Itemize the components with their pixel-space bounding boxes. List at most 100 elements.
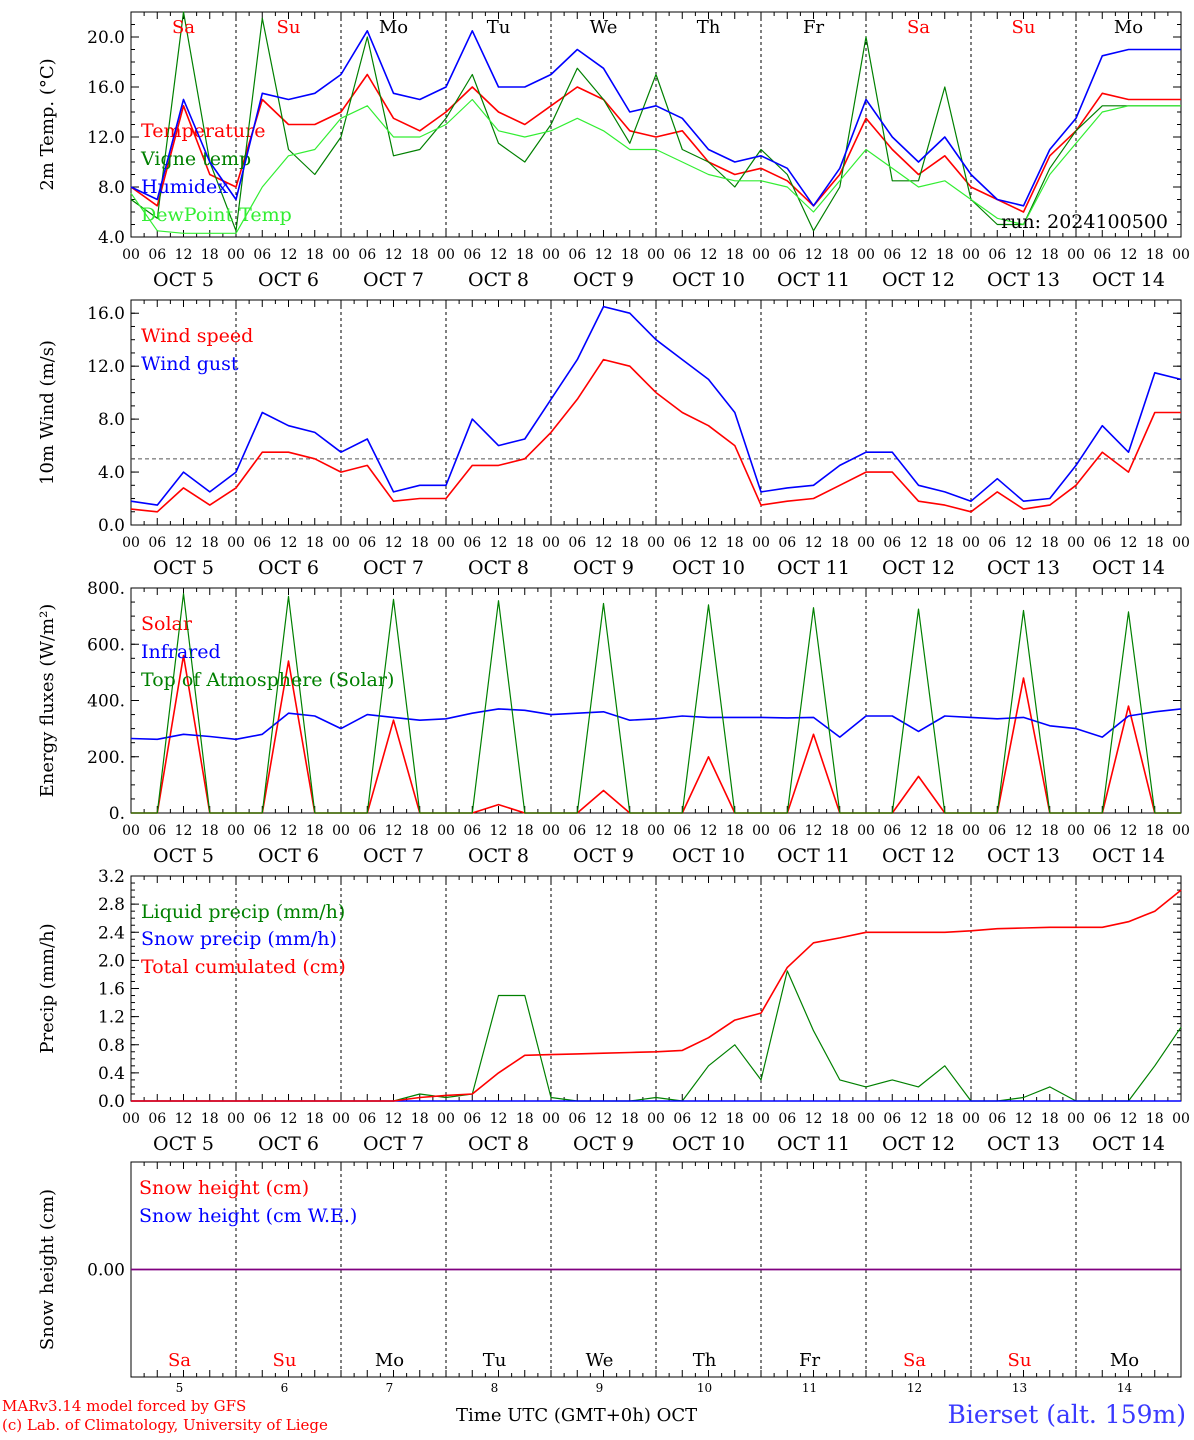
day-name: Sa (903, 1350, 926, 1371)
hour-label: 00 (647, 247, 665, 263)
y-axis-label: 10m Wind (m/s) (37, 340, 58, 485)
series-line-4 (130, 98, 1181, 234)
credit-line-lab: (c) Lab. of Climatology, University of L… (2, 1416, 328, 1434)
hour-label: 18 (936, 1111, 954, 1127)
x-axis-title: Time UTC (GMT+0h) OCT (456, 1405, 698, 1426)
y-tick-label: 16.0 (87, 304, 125, 324)
hour-label: 12 (1015, 1111, 1033, 1127)
run-annotation: run: 2024100500 (1001, 211, 1168, 233)
hour-label: 12 (490, 535, 508, 551)
hour-label: 00 (752, 247, 770, 263)
hour-label: 12 (805, 823, 823, 839)
day-number: 10 (697, 1381, 712, 1395)
hour-label: 12 (1120, 823, 1138, 839)
hour-label: 18 (306, 823, 324, 839)
series-line-2 (130, 305, 1182, 506)
date-label: OCT 14 (1092, 1133, 1165, 1155)
hour-label: 06 (673, 535, 691, 551)
meteogram-svg: 4.0 8.0 12.0 16.0 20.0 2m Temp. (°C) Temperatu… (37, 11, 1190, 1395)
hour-label: 00 (332, 535, 350, 551)
y-axis-label: Snow height (cm) (37, 1189, 58, 1350)
station-name: Bierset (alt. 159m) (947, 1400, 1186, 1429)
hour-label: 00 (542, 1111, 560, 1127)
day-name: Th (697, 17, 721, 38)
hour-label: 06 (883, 535, 901, 551)
date-label: OCT 7 (363, 269, 424, 291)
hour-label: 12 (385, 1111, 403, 1127)
hour-label: 06 (358, 823, 376, 839)
hour-label: 12 (1120, 1111, 1138, 1127)
hour-label: 00 (647, 535, 665, 551)
series-line-2 (130, 11, 1181, 232)
y-tick-label: 8.0 (98, 178, 125, 198)
hour-label: 00 (1172, 535, 1190, 551)
hour-label: 12 (280, 823, 298, 839)
hour-label: 00 (857, 1111, 875, 1127)
hour-label: 12 (595, 823, 613, 839)
hour-label: 06 (673, 823, 691, 839)
hour-label: 06 (253, 1111, 271, 1127)
hour-label: 00 (647, 1111, 665, 1127)
panel-5: 0.00 Snow height (cm) Snow height (cm) Snow… (37, 1161, 1182, 1395)
hour-label: 18 (936, 247, 954, 263)
hour-label: 12 (805, 535, 823, 551)
y-tick-label: 4.0 (98, 228, 125, 248)
series-line-3 (131, 592, 1181, 814)
hour-label: 00 (962, 823, 980, 839)
hour-label: 00 (437, 247, 455, 263)
hour-label: 06 (883, 1111, 901, 1127)
y-tick-label: 1.6 (98, 980, 125, 1000)
y-tick-label: 12.0 (87, 357, 125, 377)
hour-label: 00 (227, 535, 245, 551)
legend-entry: DewPoint Temp (141, 204, 292, 226)
day-name: Fr (799, 1350, 820, 1371)
hour-label: 18 (306, 247, 324, 263)
hour-label: 12 (910, 247, 928, 263)
hour-label: 12 (910, 823, 928, 839)
hour-label: 06 (673, 247, 691, 263)
panel-4: 0.0 0.4 0.8 1.2 1.6 2.0 2.4 2.8 3.2 Precip (mm/h)… (37, 867, 1190, 1155)
hour-label: 06 (148, 247, 166, 263)
day-name: Su (1008, 1350, 1032, 1371)
hour-label: 06 (778, 535, 796, 551)
hour-label: 18 (411, 247, 429, 263)
date-label: OCT 7 (363, 845, 424, 867)
day-name: Sa (907, 17, 930, 38)
hour-label: 06 (988, 1111, 1006, 1127)
hour-label: 18 (411, 823, 429, 839)
date-label: OCT 13 (987, 845, 1060, 867)
y-axis-label: Energy fluxes (W/m²) (37, 604, 58, 798)
hour-label: 12 (280, 1111, 298, 1127)
date-label: OCT 13 (987, 269, 1060, 291)
hour-label: 00 (227, 247, 245, 263)
legend-entry: Wind speed (141, 325, 253, 347)
hour-label: 18 (1041, 247, 1059, 263)
day-name: Mo (1114, 17, 1143, 38)
y-tick-label: 200. (87, 748, 125, 768)
day-name: Tu (483, 1350, 507, 1371)
day-name: We (590, 17, 618, 38)
hour-label: 06 (568, 823, 586, 839)
date-label: OCT 11 (777, 557, 850, 579)
hour-label: 06 (463, 535, 481, 551)
date-label: OCT 9 (573, 557, 634, 579)
hour-label: 12 (805, 247, 823, 263)
day-number: 6 (281, 1381, 289, 1395)
y-tick-label: 0.0 (98, 516, 125, 536)
hour-label: 12 (1120, 535, 1138, 551)
y-tick-label: 0.8 (98, 1036, 125, 1056)
hour-label: 12 (175, 535, 193, 551)
legend-entry: Liquid precip (mm/h) (141, 901, 345, 923)
hour-label: 12 (175, 1111, 193, 1127)
day-number: 7 (386, 1381, 394, 1395)
hour-label: 12 (1015, 247, 1033, 263)
date-label: OCT 8 (468, 1133, 529, 1155)
legend-entry: Wind gust (141, 353, 239, 375)
hour-label: 12 (175, 247, 193, 263)
hour-label: 00 (542, 823, 560, 839)
hour-label: 12 (595, 1111, 613, 1127)
hour-label: 18 (201, 535, 219, 551)
day-name: Mo (1110, 1350, 1139, 1371)
hour-label: 06 (253, 823, 271, 839)
hour-label: 12 (700, 535, 718, 551)
